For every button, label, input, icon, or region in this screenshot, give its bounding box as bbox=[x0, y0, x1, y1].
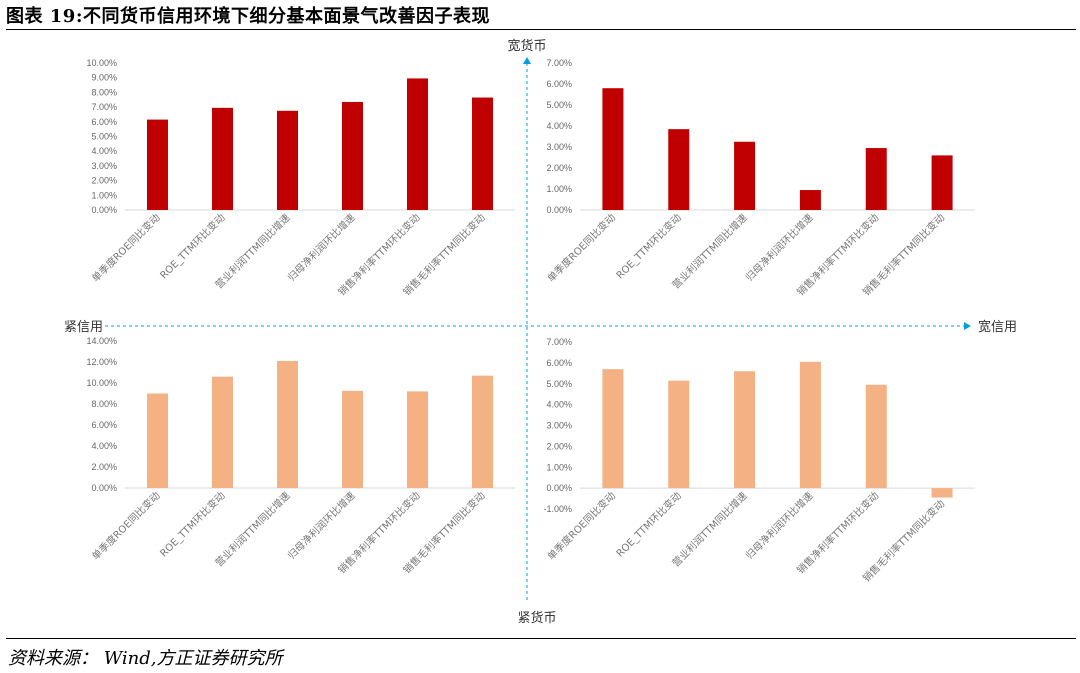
y-tick-label: 1.00% bbox=[91, 190, 117, 200]
y-tick-label: 3.00% bbox=[91, 161, 117, 171]
bar-1 bbox=[147, 393, 168, 488]
y-tick-label: 4.00% bbox=[546, 400, 572, 410]
y-tick-label: 10.00% bbox=[86, 58, 117, 68]
y-tick-label: 2.00% bbox=[91, 462, 117, 472]
quadrant-axes: 宽货币 紧货币 紧信用 宽信用 bbox=[64, 38, 1017, 626]
bar-2 bbox=[212, 376, 233, 488]
y-tick-label: 1.00% bbox=[546, 462, 572, 472]
category-label: 营业利润TTM同比增速 bbox=[669, 211, 749, 291]
bar-4 bbox=[799, 190, 821, 210]
category-label: 归母净利润环比增速 bbox=[743, 489, 816, 562]
y-tick-label: 6.00% bbox=[91, 420, 117, 430]
bar-panel-1: 0.00% 1.00% 2.00% 3.00% 4.00% 5.00% 6.00% 7.00%… bbox=[86, 58, 515, 298]
y-tick-label: 6.00% bbox=[91, 117, 117, 127]
bar-2 bbox=[668, 380, 690, 489]
y-tick-label: 5.00% bbox=[546, 100, 572, 110]
y-tick-label: 3.00% bbox=[546, 142, 572, 152]
bar-4 bbox=[799, 361, 821, 489]
y-tick-label: 14.00% bbox=[86, 336, 117, 346]
y-tick-label: -1.00% bbox=[543, 504, 572, 514]
y-tick-label: 7.00% bbox=[546, 337, 572, 347]
bar-1 bbox=[602, 88, 624, 210]
y-tick-label: 0.00% bbox=[91, 483, 117, 493]
y-tick-label: 5.00% bbox=[546, 379, 572, 389]
y-tick-label: 10.00% bbox=[86, 378, 117, 388]
category-label: 营业利润TTM同比增速 bbox=[669, 489, 749, 569]
y-tick-label: 9.00% bbox=[91, 73, 117, 83]
bar-2 bbox=[668, 129, 690, 210]
source-note: 资料来源： Wind,方正证券研究所 bbox=[8, 648, 283, 669]
category-label: ROE_TTM环比变动 bbox=[157, 211, 228, 282]
bar-6 bbox=[931, 488, 953, 498]
title-rule bbox=[6, 29, 1076, 30]
bar-panel-2: 0.00% 1.00% 2.00% 3.00% 4.00% 5.00% 6.00% 7.00%… bbox=[544, 58, 975, 298]
y-tick-label: 5.00% bbox=[91, 132, 117, 142]
category-label: 归母净利润环比增速 bbox=[285, 489, 358, 562]
bar-4 bbox=[342, 390, 363, 488]
y-tick-label: 2.00% bbox=[546, 441, 572, 451]
category-label: 单季度ROE同比变动 bbox=[544, 211, 618, 285]
label-tight-credit: 紧信用 bbox=[64, 320, 103, 335]
category-label: ROE_TTM环比变动 bbox=[613, 211, 684, 282]
bar-5 bbox=[865, 148, 887, 210]
label-loose-credit: 宽信用 bbox=[978, 319, 1017, 335]
bar-panels: 0.00% 1.00% 2.00% 3.00% 4.00% 5.00% 6.00% 7.00%… bbox=[86, 58, 975, 585]
y-tick-label: 0.00% bbox=[91, 205, 117, 215]
category-label: 单季度ROE同比变动 bbox=[89, 211, 163, 285]
y-tick-label: 7.00% bbox=[546, 58, 572, 68]
bar-4 bbox=[342, 101, 363, 210]
category-label: ROE_TTM环比变动 bbox=[157, 489, 228, 560]
bar-6 bbox=[931, 155, 953, 210]
bar-panel-4: -1.00% 0.00% 1.00% 2.00% 3.00% 4.00% 5.00% 6.00… bbox=[543, 337, 975, 585]
bar-1 bbox=[147, 119, 168, 210]
bar-3 bbox=[734, 141, 756, 210]
bar-1 bbox=[602, 369, 624, 489]
y-tick-label: 2.00% bbox=[91, 176, 117, 186]
bar-2 bbox=[212, 107, 233, 210]
source-rule bbox=[6, 638, 1076, 639]
y-tick-label: 0.00% bbox=[546, 483, 572, 493]
quadrant-chart: 宽货币 紧货币 紧信用 宽信用 0.00% 1.00% 2.00% 3.00% 4.00… bbox=[64, 38, 1017, 626]
label-loose-money: 宽货币 bbox=[507, 38, 546, 54]
category-label: ROE_TTM环比变动 bbox=[613, 489, 684, 560]
y-tick-label: 8.00% bbox=[91, 399, 117, 409]
bar-5 bbox=[407, 78, 428, 210]
y-tick-label: 4.00% bbox=[91, 441, 117, 451]
category-label: 单季度ROE同比变动 bbox=[544, 489, 618, 563]
y-tick-label: 6.00% bbox=[546, 358, 572, 368]
bar-panel-3: 0.00% 2.00% 4.00% 6.00% 8.00% 10.00% 12.00% 14.… bbox=[86, 336, 515, 576]
category-label: 归母净利润环比增速 bbox=[743, 211, 816, 284]
category-label: 归母净利润环比增速 bbox=[285, 211, 358, 284]
figure-title: 图表 19:不同货币信用环境下细分基本面景气改善因子表现 bbox=[6, 6, 490, 27]
y-tick-label: 3.00% bbox=[546, 421, 572, 431]
y-tick-label: 2.00% bbox=[546, 163, 572, 173]
y-tick-label: 0.00% bbox=[546, 205, 572, 215]
y-tick-label: 12.00% bbox=[86, 357, 117, 367]
y-tick-label: 8.00% bbox=[91, 87, 117, 97]
y-tick-label: 4.00% bbox=[91, 146, 117, 156]
label-tight-money: 紧货币 bbox=[517, 610, 556, 626]
bar-6 bbox=[472, 97, 493, 210]
bar-3 bbox=[277, 360, 298, 488]
category-label: 单季度ROE同比变动 bbox=[89, 489, 163, 563]
bar-6 bbox=[472, 375, 493, 488]
y-tick-label: 6.00% bbox=[546, 79, 572, 89]
category-label: 销售毛利率TTM同比变动 bbox=[860, 497, 947, 584]
bar-3 bbox=[277, 110, 298, 210]
y-tick-label: 4.00% bbox=[546, 121, 572, 131]
bar-5 bbox=[407, 391, 428, 488]
bar-3 bbox=[734, 371, 756, 489]
y-tick-label: 7.00% bbox=[91, 102, 117, 112]
y-tick-label: 1.00% bbox=[546, 184, 572, 194]
bar-5 bbox=[865, 384, 887, 489]
